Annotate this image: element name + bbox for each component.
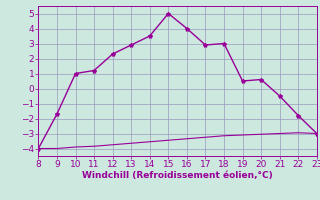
- X-axis label: Windchill (Refroidissement éolien,°C): Windchill (Refroidissement éolien,°C): [82, 171, 273, 180]
